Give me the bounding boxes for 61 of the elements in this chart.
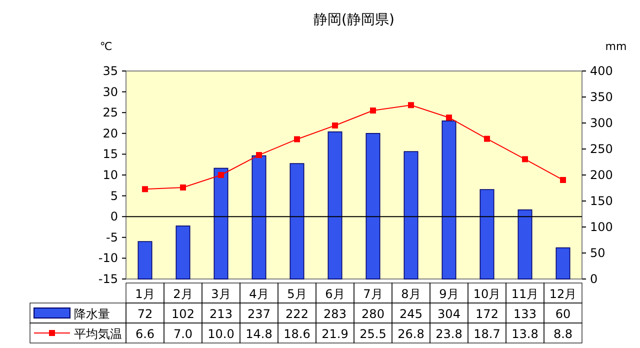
data-label: 13.8 — [512, 327, 538, 341]
data-label: 72 — [137, 307, 153, 321]
data-label: 304 — [438, 307, 460, 321]
data-label: 237 — [248, 307, 270, 321]
y-tick-label: 35 — [102, 64, 118, 78]
y-tick-label: -15 — [98, 272, 118, 286]
data-label: 8.8 — [553, 327, 573, 341]
data-label: 25.5 — [360, 327, 386, 341]
data-label: 213 — [210, 307, 232, 321]
y2-tick-label: 50 — [590, 246, 606, 260]
x-tick-label: 1月 — [135, 287, 155, 301]
y2-axis-title: mm — [605, 40, 627, 53]
data-label: 102 — [172, 307, 194, 321]
x-tick-label: 12月 — [549, 287, 577, 301]
y-tick-label: 15 — [102, 147, 118, 162]
data-label: 222 — [286, 307, 308, 321]
x-tick-label: 4月 — [249, 287, 269, 301]
y2-tick-label: 0 — [590, 272, 598, 286]
data-label: 172 — [476, 307, 498, 321]
y-tick-label: 30 — [102, 84, 118, 99]
data-label: 7.0 — [173, 327, 193, 341]
data-label: 21.9 — [322, 327, 348, 341]
x-tick-label: 10月 — [473, 287, 501, 301]
x-tick-label: 9月 — [439, 287, 459, 301]
x-tick-label: 3月 — [211, 287, 231, 301]
y-tick-label: 5 — [110, 188, 118, 203]
y2-tick-label: 300 — [590, 116, 613, 130]
x-tick-label: 6月 — [325, 287, 345, 301]
data-label: 14.8 — [246, 327, 272, 341]
data-label: 283 — [324, 307, 346, 321]
y2-tick-label: 350 — [590, 90, 613, 104]
x-tick-label: 8月 — [401, 287, 421, 301]
y2-tick-label: 150 — [590, 194, 613, 208]
x-tick-label: 11月 — [511, 287, 539, 301]
data-label: 26.8 — [398, 327, 424, 341]
y-tick-label: 0 — [110, 210, 118, 224]
y2-tick-label: 400 — [590, 64, 613, 78]
x-tick-label: 7月 — [363, 287, 383, 301]
data-label: 23.8 — [436, 327, 462, 341]
y-tick-label: 25 — [102, 106, 118, 120]
y-tick-label: -10 — [98, 251, 118, 266]
data-label: 245 — [400, 307, 422, 321]
y-tick-label: -5 — [106, 230, 118, 244]
y-tick-label: 20 — [102, 126, 118, 140]
y2-tick-label: 200 — [590, 168, 613, 182]
legend-label: 平均気温 — [74, 327, 122, 341]
x-tick-label: 2月 — [173, 287, 193, 301]
data-label: 6.6 — [135, 327, 155, 341]
chart-title: 静岡(静岡県) — [314, 12, 394, 28]
data-label: 280 — [362, 307, 384, 321]
data-label: 18.6 — [284, 327, 310, 341]
data-label: 18.7 — [474, 327, 500, 341]
legend-label: 降水量 — [74, 307, 110, 321]
y2-tick-label: 250 — [590, 142, 613, 156]
data-label: 10.0 — [208, 327, 234, 341]
y2-tick-label: 100 — [590, 220, 613, 234]
y-axis-title: ℃ — [100, 40, 112, 53]
data-label: 60 — [555, 307, 571, 321]
x-tick-label: 5月 — [287, 287, 307, 301]
data-label: 133 — [514, 307, 536, 321]
y-tick-label: 10 — [102, 168, 118, 182]
